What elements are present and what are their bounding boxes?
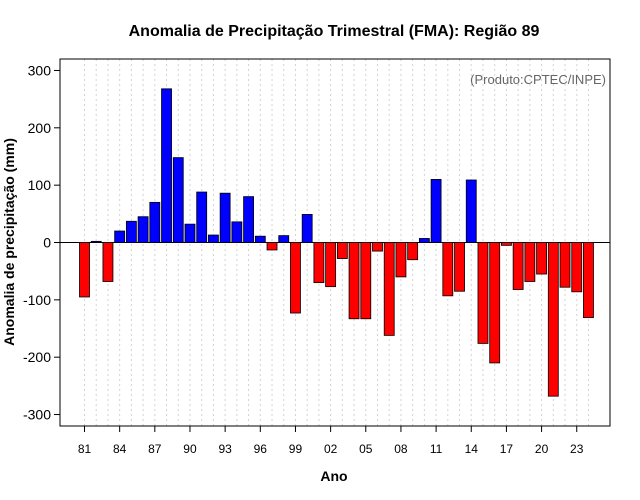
x-tick-label: 08 [394, 442, 408, 456]
x-tick-label: 84 [113, 442, 127, 456]
x-axis: 81 84 87 90 93 96 99 02 05 08 11 14 17 20 23 [78, 426, 584, 456]
bar-1981 [79, 242, 90, 298]
bar-1984 [114, 230, 126, 243]
bar-2021 [547, 242, 559, 397]
bar-1995 [243, 196, 254, 243]
x-tick-label: 99 [289, 442, 303, 456]
x-tick-label: 90 [183, 442, 197, 456]
bar-2009 [407, 242, 419, 261]
x-tick-label: 96 [254, 442, 268, 456]
x-tick-label: 93 [218, 442, 232, 456]
x-tick-label: 14 [465, 442, 479, 456]
y-tick-label: 300 [28, 62, 52, 78]
bar-2013 [454, 242, 465, 292]
bar-1987 [149, 201, 161, 243]
bar-2015 [477, 242, 489, 344]
y-axis-label: Anomalia de precipitação (mm) [1, 138, 17, 346]
bar-2007 [383, 242, 395, 336]
bar-1982 [90, 240, 102, 243]
bar-2017 [501, 242, 512, 246]
gridlines [84, 59, 589, 426]
bar-2003 [336, 242, 348, 259]
x-tick-label: 02 [324, 442, 338, 456]
bar-1990 [184, 223, 196, 243]
y-tick-label: -200 [23, 349, 51, 365]
y-tick-label: -100 [23, 292, 51, 308]
bar-2001 [313, 242, 325, 284]
bar-2008 [395, 242, 407, 278]
y-tick-label: 200 [28, 120, 52, 136]
bar-1983 [102, 242, 114, 282]
bar-2014 [465, 179, 477, 243]
bar-2020 [536, 242, 547, 275]
bars [79, 88, 594, 397]
x-tick-label: 11 [430, 442, 443, 456]
bar-1994 [231, 221, 243, 243]
y-tick-label: -300 [23, 407, 51, 423]
bar-1997 [266, 242, 278, 251]
chart-title: Anomalia de Precipitação Trimestral (FMA… [129, 23, 540, 40]
bar-1993 [219, 192, 231, 243]
bar-2004 [348, 242, 360, 320]
x-axis-label: Ano [320, 468, 347, 484]
bar-2018 [512, 242, 524, 290]
bar-1986 [137, 216, 149, 243]
bar-1985 [125, 220, 137, 243]
bar-1991 [196, 191, 208, 243]
bar-2012 [442, 242, 454, 297]
bar-2019 [524, 242, 536, 282]
bar-2024 [583, 242, 594, 319]
x-tick-label: 20 [535, 442, 549, 456]
y-axis: -300 -200 -100 0 100 200 300 [23, 62, 60, 423]
bar-1989 [172, 157, 184, 243]
x-tick-label: 17 [500, 442, 514, 456]
bar-1999 [290, 242, 301, 314]
bar-2016 [489, 242, 501, 364]
bar-1992 [208, 234, 219, 243]
bar-1998 [278, 235, 290, 243]
x-tick-label: 23 [570, 442, 584, 456]
bar-2002 [325, 242, 337, 288]
bar-1996 [254, 235, 266, 243]
bar-2000 [301, 214, 313, 243]
y-tick-label: 100 [28, 177, 52, 193]
x-tick-label: 81 [78, 442, 92, 456]
bar-1988 [161, 88, 172, 243]
bar-2005 [360, 242, 372, 320]
bar-2023 [571, 242, 583, 293]
y-tick-label: 0 [43, 235, 51, 251]
bar-2011 [430, 179, 442, 243]
bar-2022 [559, 242, 571, 288]
credit-label: (Produto:CPTEC/INPE) [470, 72, 606, 87]
bar-2006 [372, 242, 383, 252]
bar-2010 [418, 238, 430, 243]
x-tick-label: 87 [148, 442, 162, 456]
x-tick-label: 05 [359, 442, 373, 456]
